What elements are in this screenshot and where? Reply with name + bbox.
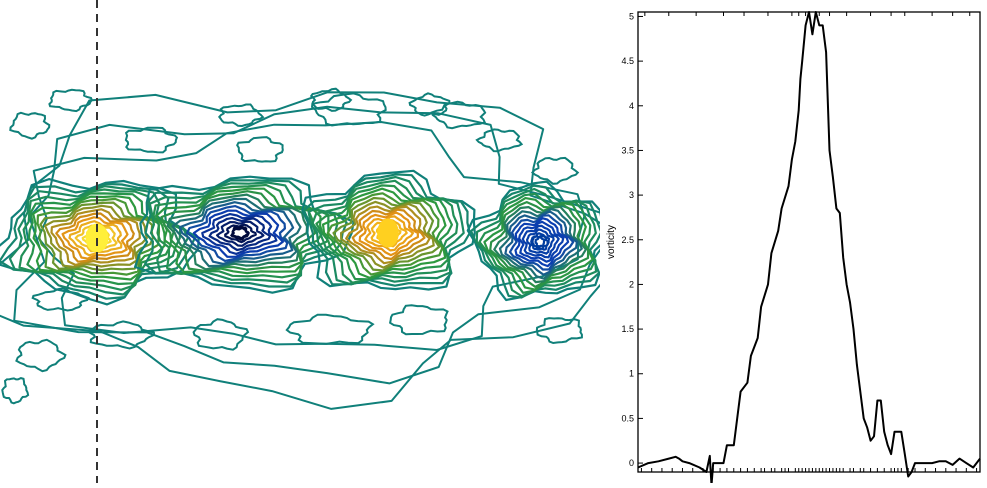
y-tick-label: 3: [629, 190, 634, 200]
contour-level: [32, 195, 168, 281]
plot-frame: [637, 11, 981, 473]
contour-level: [166, 193, 309, 271]
contour-level: [224, 223, 257, 244]
contour-plot-canvas: [0, 0, 630, 483]
y-tick-label: 5: [629, 11, 634, 21]
contour-level: [518, 220, 565, 263]
contour-level: [351, 208, 426, 261]
y-tick-label: 4.5: [621, 56, 634, 66]
contour-level: [26, 192, 176, 286]
background-contour: [0, 91, 630, 410]
contour-level: [358, 211, 419, 257]
contour-plot: [0, 0, 630, 483]
contour-level: [155, 187, 324, 275]
y-tick-label: 0: [629, 458, 634, 468]
contour-level: [55, 212, 135, 263]
noise-contour: [309, 87, 353, 112]
contour-level: [493, 205, 587, 284]
contour-level: [345, 205, 431, 265]
contour-level: [504, 210, 578, 276]
y-tick-label: 3.5: [621, 145, 634, 155]
noise-contour: [236, 136, 284, 163]
contour-level: [526, 228, 555, 255]
contour-level: [74, 224, 118, 253]
vortex-2-negative: [134, 175, 355, 294]
contour-level: [171, 197, 302, 268]
vortex-core: [377, 218, 399, 248]
y-tick-label: 0.5: [621, 413, 634, 423]
noise-contour: [192, 318, 250, 351]
y-tick-label: 2: [629, 279, 634, 289]
contour-level: [534, 236, 546, 248]
noise-contour: [217, 103, 265, 128]
contour-level: [302, 173, 471, 287]
contour-level: [50, 208, 141, 266]
contour-level: [61, 216, 129, 260]
y-tick-label: 2.5: [621, 235, 634, 245]
vortex-core: [230, 225, 250, 241]
contour-level: [186, 205, 289, 262]
contour-level: [148, 181, 339, 284]
contour-level: [340, 200, 435, 269]
contour-level: [201, 213, 278, 255]
contour-level: [36, 197, 161, 276]
noise-contour: [530, 156, 580, 185]
noise-contour: [475, 128, 524, 153]
contour-level: [216, 220, 265, 247]
vortex-3-positive: [301, 169, 476, 291]
vorticity-series-line: [637, 11, 981, 487]
noise-contour: [88, 320, 156, 350]
y-axis-label: vorticity: [606, 225, 617, 259]
noise-contour: [15, 338, 67, 373]
noise-contour: [285, 313, 375, 345]
contour-level: [44, 204, 148, 268]
contour-level: [370, 218, 408, 248]
noise-contour: [430, 100, 487, 130]
contour-level: [307, 175, 465, 286]
vorticity-profile-chart: 0 0.5 1 1.5 2 2.5 3 3.5 4 4.5 5 vorticity: [600, 0, 987, 487]
contour-level: [144, 179, 348, 288]
contour-level: [364, 215, 414, 252]
noise-contour: [48, 88, 93, 113]
contour-level: [18, 188, 182, 291]
contour-level: [326, 192, 444, 276]
y-tick-label: 1.5: [621, 324, 634, 334]
contour-level: [332, 196, 441, 272]
noise-contour: [310, 92, 387, 127]
contour-level: [68, 220, 123, 257]
contour-level: [39, 201, 154, 272]
background-contour: [13, 105, 609, 385]
contour-level: [208, 217, 272, 252]
vorticity-profile-canvas: 0 0.5 1 1.5 2 2.5 3 3.5 4 4.5 5 vorticity: [606, 11, 981, 487]
contour-level: [521, 224, 560, 259]
noise-contour: [408, 92, 451, 117]
contour-level: [514, 217, 570, 268]
contour-level: [483, 197, 594, 291]
contour-level: [311, 179, 459, 284]
noise-contour: [124, 126, 179, 154]
contour-level: [152, 183, 330, 279]
y-tick-label: 4: [629, 101, 634, 111]
contour-level: [489, 201, 590, 288]
vortex-4-negative: [466, 180, 607, 302]
y-tick-label: 1: [629, 369, 634, 379]
noise-contour: [1, 377, 30, 405]
noise-contour: [388, 304, 449, 336]
contour-level: [160, 190, 317, 272]
vortex-1-positive: [0, 178, 200, 306]
vortex-core: [530, 234, 550, 250]
contour-level: [508, 214, 575, 271]
contour-level: [192, 209, 284, 258]
contour-level: [301, 169, 476, 291]
noise-contour: [535, 317, 583, 345]
noise-contour: [9, 111, 51, 140]
contour-level: [498, 207, 583, 280]
